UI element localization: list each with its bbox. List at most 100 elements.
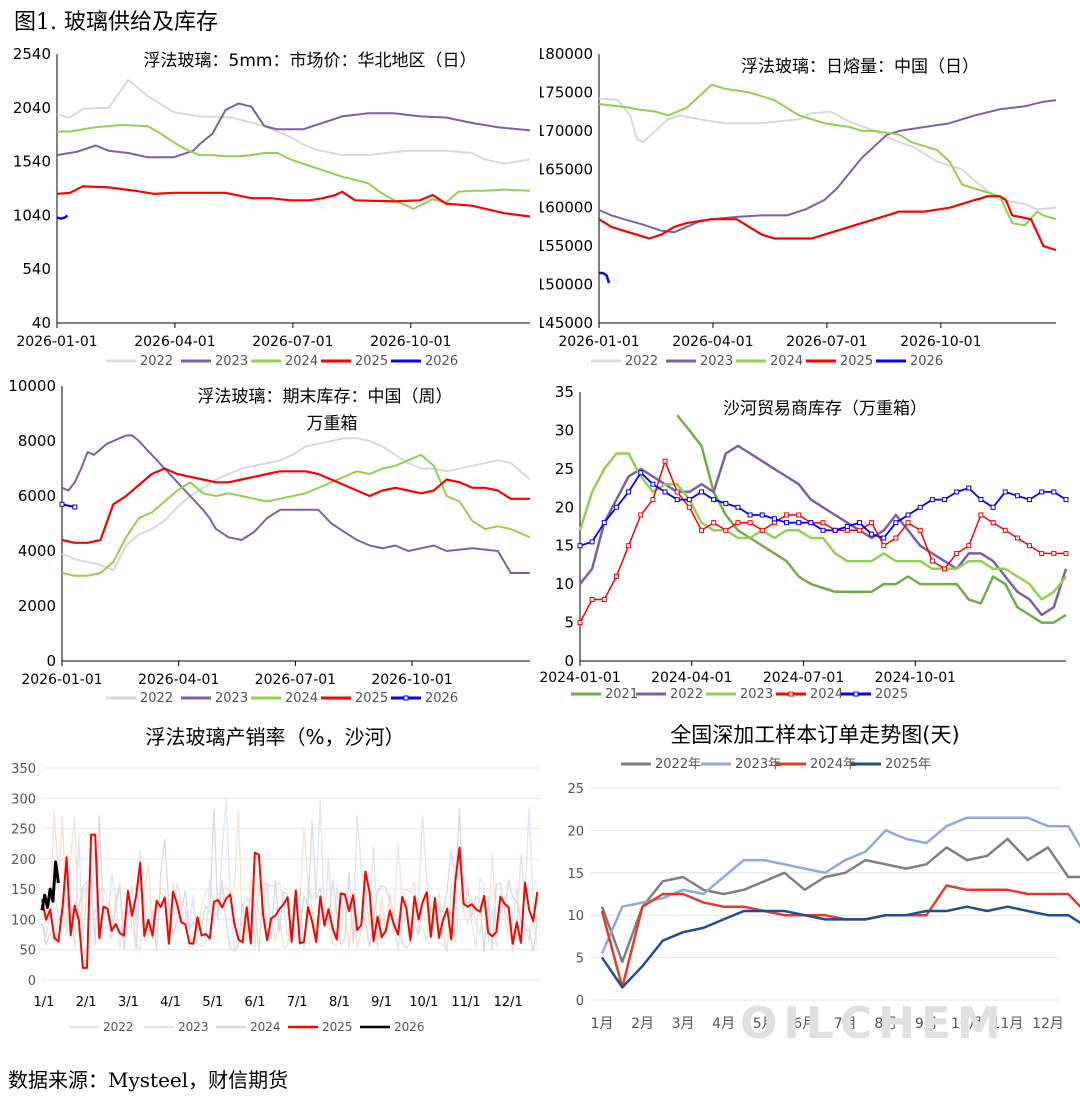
x-tick-label: 2026-04-01 [138, 672, 219, 688]
y-tick-label: 15 [567, 867, 584, 882]
data-point [1014, 535, 1020, 541]
legend-label: 2026 [394, 1020, 425, 1034]
data-point [638, 470, 644, 476]
data-point [966, 543, 972, 549]
legend-marker [403, 695, 409, 701]
data-point [72, 504, 78, 510]
data-point [856, 527, 862, 533]
legend-label: 2025 [875, 687, 908, 702]
y-tick-label: 350 [11, 762, 36, 777]
data-point [905, 512, 911, 518]
data-point [626, 543, 632, 549]
legend-label: 2021 [605, 687, 638, 702]
data-point [881, 543, 887, 549]
data-point [1002, 489, 1008, 495]
data-point [577, 620, 583, 626]
y-tick-label: 50 [19, 944, 36, 959]
data-point [869, 520, 875, 526]
source-note: 数据来源：Mysteel，财信期货 [8, 1068, 289, 1092]
data-point [856, 520, 862, 526]
data-point [881, 535, 887, 541]
data-point [905, 520, 911, 526]
y-tick-label: 10000 [8, 377, 56, 395]
x-tick-label: 8月 [874, 1016, 897, 1032]
data-point [966, 485, 972, 491]
series-line-2026 [599, 271, 611, 284]
data-point [1039, 489, 1045, 495]
chart-subtitle: 万重箱 [307, 414, 358, 434]
data-point [59, 501, 65, 507]
data-point [1063, 550, 1069, 556]
series-line-2022年 [600, 837, 1080, 964]
x-tick-label: 2026-10-01 [371, 672, 452, 688]
data-point [954, 550, 960, 556]
series-line-2024 [57, 124, 531, 210]
legend-label: 2025年 [885, 757, 931, 772]
data-point [869, 531, 875, 537]
data-point [844, 524, 850, 529]
y-tick-label: 175000 [540, 83, 593, 101]
data-point [893, 535, 899, 541]
data-point [589, 597, 595, 603]
y-tick-label: 300 [11, 792, 36, 807]
chart-title: 浮法玻璃产销率（%，沙河） [145, 725, 404, 749]
data-point [662, 458, 668, 464]
data-point [978, 512, 984, 518]
x-tick-label: 9月 [915, 1016, 938, 1032]
data-point [759, 527, 765, 533]
series-line-2025 [61, 467, 530, 544]
data-point [954, 489, 960, 495]
x-tick-label: 2024-01-01 [540, 670, 621, 686]
y-tick-label: 8000 [18, 432, 56, 450]
series-line-2023 [61, 434, 530, 574]
y-tick-label: 100 [11, 913, 36, 928]
y-tick-label: 5 [564, 614, 574, 632]
data-point [674, 497, 680, 503]
data-point [747, 520, 753, 526]
legend-label: 2025 [840, 354, 873, 369]
chart-title: 浮法玻璃：5mm：市场价：华北地区（日） [144, 51, 477, 71]
data-point [613, 504, 619, 510]
legend-label: 2023年 [735, 757, 781, 772]
y-tick-label: 30 [555, 421, 574, 439]
series-line-2022 [598, 97, 1057, 211]
x-tick-label: 9/1 [371, 995, 392, 1010]
x-tick-label: 1/1 [34, 995, 55, 1010]
series-line-2022 [56, 78, 531, 165]
data-point [613, 573, 619, 579]
legend-label: 2025 [355, 354, 388, 369]
data-point [747, 512, 753, 518]
x-tick-label: 2026-01-01 [16, 334, 97, 350]
y-tick-label: 0 [46, 652, 56, 670]
y-tick-label: 5 [576, 952, 584, 967]
y-tick-label: 250 [11, 823, 36, 838]
y-tick-label: 2040 [13, 99, 51, 117]
y-tick-label: 25 [555, 460, 574, 478]
y-tick-label: 170000 [540, 122, 593, 140]
legend-label: 2022 [103, 1020, 134, 1034]
x-tick-label: 10/1 [409, 995, 438, 1010]
series-line-2022 [579, 444, 1068, 617]
data-point [711, 520, 717, 526]
x-tick-label: 2024-10-01 [875, 670, 956, 686]
series-line-2024 [598, 83, 1057, 227]
data-point [893, 520, 899, 526]
legend-label: 2023 [700, 354, 733, 369]
x-tick-label: 2/1 [76, 995, 97, 1010]
data-point [917, 504, 923, 510]
series-line-2021 [676, 414, 1067, 624]
data-point [929, 497, 935, 503]
data-point [626, 489, 632, 495]
y-tick-label: 1540 [13, 153, 51, 171]
y-tick-label: 2540 [13, 45, 51, 63]
x-tick-label: 2026-01-01 [21, 672, 102, 688]
chart-title: 全国深加工样本订单走势图(天) [670, 723, 959, 747]
data-point [1051, 550, 1057, 556]
legend-label: 2025 [355, 691, 388, 706]
y-tick-label: 15 [555, 537, 574, 555]
x-tick-label: 2026-04-01 [134, 334, 215, 350]
y-tick-label: 6000 [18, 487, 56, 505]
x-tick-label: 5月 [753, 1016, 776, 1032]
chart-orders: 全国深加工样本订单走势图(天) 25 20 15 10 5 0 1月 2月 3月 4月 5月 6月 7月 8… [567, 723, 1080, 1046]
